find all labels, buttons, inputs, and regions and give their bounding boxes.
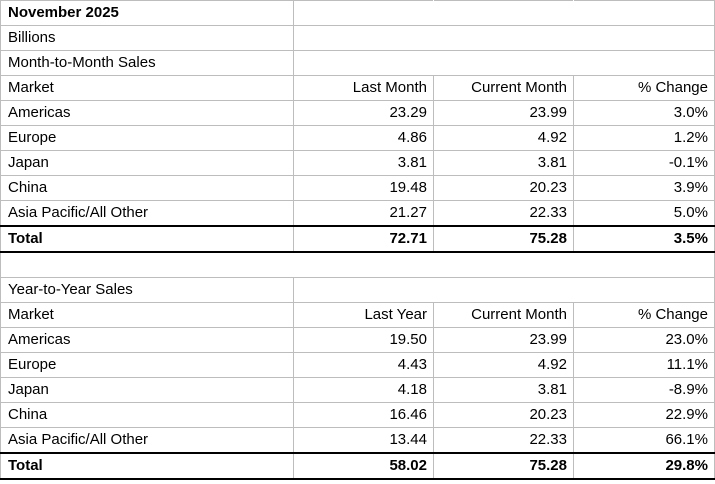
market-cell: Asia Pacific/All Other <box>0 427 294 454</box>
empty-cell <box>573 0 715 26</box>
value-cell: 4.92 <box>433 125 574 151</box>
empty-cell <box>573 25 715 51</box>
total-row: Total 72.71 75.28 3.5% <box>0 225 715 253</box>
market-cell: Europe <box>0 352 294 378</box>
empty-cell <box>433 277 574 303</box>
empty-cell <box>573 50 715 76</box>
value-cell: 19.48 <box>293 175 434 201</box>
value-cell: 22.9% <box>573 402 715 428</box>
value-cell: 23.29 <box>293 100 434 126</box>
value-cell: 22.33 <box>433 200 574 227</box>
market-cell: Japan <box>0 377 294 403</box>
header-row: Year-to-Year Sales <box>0 277 715 303</box>
value-cell: 20.23 <box>433 402 574 428</box>
column-header-row: Market Last Year Current Month% Change <box>0 302 715 328</box>
value-cell: 3.81 <box>433 150 574 176</box>
data-row: Americas 23.29 23.99 3.0% <box>0 100 715 126</box>
value-cell: 1.2% <box>573 125 715 151</box>
column-header: % Change <box>573 302 715 328</box>
total-value: 29.8% <box>573 452 715 480</box>
market-cell: China <box>0 175 294 201</box>
data-row: Japan 3.81 3.81 -0.1% <box>0 150 715 176</box>
empty-cell <box>433 251 574 278</box>
total-value: 58.02 <box>293 452 434 480</box>
market-cell: Europe <box>0 125 294 151</box>
market-cell: Asia Pacific/All Other <box>0 200 294 227</box>
column-header: % Change <box>573 75 715 101</box>
value-cell: -0.1% <box>573 150 715 176</box>
value-cell: -8.9% <box>573 377 715 403</box>
value-cell: 13.44 <box>293 427 434 454</box>
column-header: Last Year <box>293 302 434 328</box>
value-cell: 4.86 <box>293 125 434 151</box>
value-cell: 66.1% <box>573 427 715 454</box>
value-cell: 22.33 <box>433 427 574 454</box>
market-cell: Americas <box>0 327 294 353</box>
column-header: Current Month <box>433 75 574 101</box>
column-header: Current Month <box>433 302 574 328</box>
empty-cell <box>293 251 434 278</box>
header-cell: November 2025 <box>0 0 294 26</box>
spacer-row <box>0 251 715 278</box>
value-cell: 5.0% <box>573 200 715 227</box>
data-row: China 19.48 20.23 3.9% <box>0 175 715 201</box>
empty-cell <box>433 50 574 76</box>
value-cell: 3.81 <box>433 377 574 403</box>
value-cell: 4.18 <box>293 377 434 403</box>
empty-cell <box>293 50 434 76</box>
value-cell: 4.92 <box>433 352 574 378</box>
empty-cell <box>433 0 574 26</box>
empty-cell <box>433 25 574 51</box>
market-cell: China <box>0 402 294 428</box>
header-row: Month-to-Month Sales <box>0 50 715 76</box>
column-header: Last Month <box>293 75 434 101</box>
total-row: Total 58.02 75.28 29.8% <box>0 452 715 480</box>
data-row: Europe 4.43 4.92 11.1% <box>0 352 715 378</box>
empty-cell <box>293 0 434 26</box>
column-header: Market <box>0 302 294 328</box>
column-header: Market <box>0 75 294 101</box>
value-cell: 23.0% <box>573 327 715 353</box>
empty-cell <box>0 251 294 278</box>
value-cell: 4.43 <box>293 352 434 378</box>
data-row: Asia Pacific/All Other 13.44 22.33 66.1% <box>0 427 715 454</box>
value-cell: 16.46 <box>293 402 434 428</box>
total-value: 3.5% <box>573 225 715 253</box>
header-row: Billions <box>0 25 715 51</box>
total-label: Total <box>0 225 294 253</box>
column-header-row: Market Last Month Current Month% Change <box>0 75 715 101</box>
value-cell: 3.9% <box>573 175 715 201</box>
data-row: China 16.46 20.23 22.9% <box>0 402 715 428</box>
header-cell: Month-to-Month Sales <box>0 50 294 76</box>
header-cell: Billions <box>0 25 294 51</box>
value-cell: 21.27 <box>293 200 434 227</box>
value-cell: 3.0% <box>573 100 715 126</box>
total-label: Total <box>0 452 294 480</box>
total-value: 72.71 <box>293 225 434 253</box>
value-cell: 19.50 <box>293 327 434 353</box>
total-value: 75.28 <box>433 452 574 480</box>
header-cell: Year-to-Year Sales <box>0 277 294 303</box>
data-row: Europe 4.86 4.92 1.2% <box>0 125 715 151</box>
market-cell: Americas <box>0 100 294 126</box>
value-cell: 3.81 <box>293 150 434 176</box>
data-row: Japan 4.18 3.81 -8.9% <box>0 377 715 403</box>
empty-cell <box>573 251 715 278</box>
value-cell: 20.23 <box>433 175 574 201</box>
value-cell: 11.1% <box>573 352 715 378</box>
value-cell: 23.99 <box>433 327 574 353</box>
header-row: November 2025 <box>0 0 715 26</box>
data-row: Asia Pacific/All Other 21.27 22.33 5.0% <box>0 200 715 227</box>
market-cell: Japan <box>0 150 294 176</box>
empty-cell <box>293 25 434 51</box>
total-value: 75.28 <box>433 225 574 253</box>
empty-cell <box>573 277 715 303</box>
value-cell: 23.99 <box>433 100 574 126</box>
empty-cell <box>293 277 434 303</box>
data-row: Americas 19.50 23.99 23.0% <box>0 327 715 353</box>
